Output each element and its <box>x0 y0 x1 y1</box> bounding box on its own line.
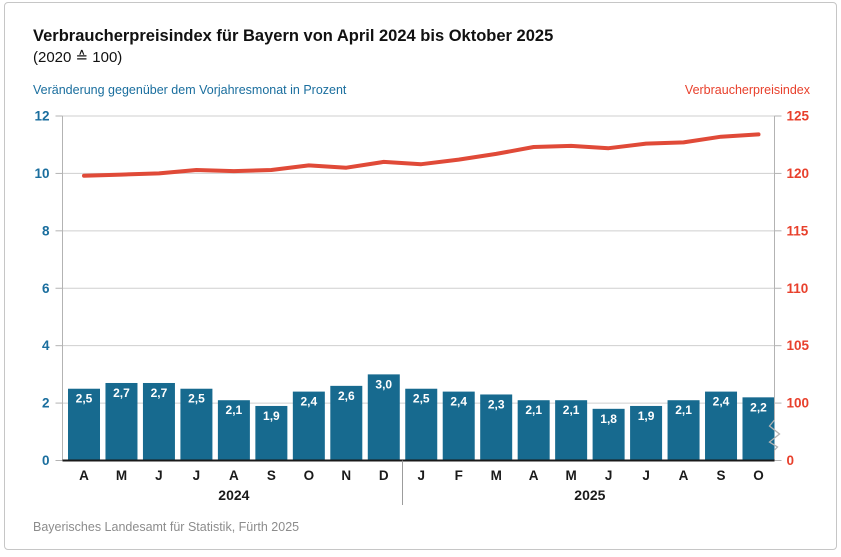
bar-value-label: 2,7 <box>113 386 130 400</box>
bar-value-label: 3,0 <box>375 377 392 391</box>
month-label: A <box>79 468 89 483</box>
tick-label-right: 0 <box>787 453 795 468</box>
chart-area: 2,5 2,7 2,7 2,5 2,1 1,9 2,4 2,6 3,0 2,5 2,4 2,3 2,1 2… <box>5 103 841 515</box>
bar <box>517 400 550 461</box>
bar-value-label: 2,5 <box>76 392 93 406</box>
month-label: J <box>642 468 650 483</box>
chart-card: Verbraucherpreisindex für Bayern von Apr… <box>4 2 837 550</box>
tick-label-left: 10 <box>34 166 49 181</box>
month-label: O <box>304 468 315 483</box>
axis-break-icon <box>768 419 781 451</box>
year-label: 2025 <box>574 487 605 503</box>
bar-value-label: 2,4 <box>713 395 730 409</box>
bar <box>405 388 438 461</box>
bar <box>630 405 663 461</box>
month-label: J <box>155 468 163 483</box>
bar-value-label: 2,1 <box>563 403 580 417</box>
cpi-line <box>82 132 761 178</box>
chart-canvas: 2,5 2,7 2,7 2,5 2,1 1,9 2,4 2,6 3,0 2,5 2,4 2,3 2,1 2… <box>34 109 810 505</box>
bar <box>217 400 250 461</box>
month-label: J <box>417 468 425 483</box>
bar <box>592 408 625 461</box>
bar <box>705 391 738 461</box>
tick-label-left: 4 <box>42 338 50 353</box>
bar <box>68 388 100 461</box>
bar-value-label: 2,1 <box>675 403 692 417</box>
source-note: Bayerisches Landesamt für Statistik, Für… <box>33 520 300 534</box>
bar <box>180 388 213 461</box>
bar <box>442 391 475 461</box>
bar-value-label: 2,4 <box>300 395 317 409</box>
chart-subtitle: (2020 ≙ 100) <box>33 49 123 66</box>
tick-label-left: 8 <box>42 223 50 238</box>
tick-label-right: 115 <box>787 223 809 238</box>
tick-label-right: 105 <box>787 338 810 353</box>
bar <box>555 400 588 461</box>
bar <box>742 397 775 461</box>
tick-label-left: 12 <box>34 109 49 124</box>
bar <box>667 400 700 461</box>
month-label: A <box>679 468 689 483</box>
bar-value-label: 2,5 <box>413 392 430 406</box>
bar <box>292 391 325 461</box>
tick-label-left: 2 <box>42 396 50 411</box>
month-label: A <box>529 468 539 483</box>
month-label: M <box>566 468 577 483</box>
month-label: J <box>605 468 613 483</box>
year-label: 2024 <box>218 487 249 503</box>
bar-value-label: 2,6 <box>338 389 355 403</box>
tick-label-right: 100 <box>787 396 810 411</box>
month-label: M <box>491 468 502 483</box>
tick-label-right: 120 <box>787 166 810 181</box>
bar-value-label: 2,1 <box>525 403 542 417</box>
bar-value-label: 1,8 <box>600 412 617 426</box>
chart-title: Verbraucherpreisindex für Bayern von Apr… <box>33 27 554 45</box>
month-label: J <box>193 468 201 483</box>
bar <box>105 382 138 461</box>
bar-value-label: 2,5 <box>188 392 205 406</box>
month-label: O <box>753 468 764 483</box>
bar-value-label: 1,9 <box>263 409 280 423</box>
month-label: M <box>116 468 127 483</box>
left-axis-title: Veränderung gegenüber dem Vorjahresmonat… <box>33 83 347 97</box>
right-axis-title: Verbraucherpreisindex <box>684 83 810 97</box>
month-label: S <box>267 468 276 483</box>
bar-value-label: 2,2 <box>750 400 767 414</box>
month-label: S <box>717 468 726 483</box>
bar <box>480 394 513 461</box>
bar-value-label: 2,4 <box>450 395 467 409</box>
bar <box>367 374 400 461</box>
bar-value-label: 2,3 <box>488 397 505 411</box>
tick-label-left: 6 <box>42 281 50 296</box>
bar <box>330 385 363 461</box>
tick-label-right: 110 <box>787 281 809 296</box>
bar-value-label: 2,7 <box>151 386 168 400</box>
tick-label-left: 0 <box>42 453 50 468</box>
month-label: N <box>341 468 351 483</box>
bar-value-label: 2,1 <box>226 403 243 417</box>
tick-label-right: 125 <box>787 109 810 124</box>
bar <box>142 382 175 461</box>
month-label: A <box>229 468 239 483</box>
month-label: F <box>455 468 463 483</box>
bar-value-label: 1,9 <box>638 409 655 423</box>
bar <box>255 405 288 461</box>
month-label: D <box>379 468 389 483</box>
